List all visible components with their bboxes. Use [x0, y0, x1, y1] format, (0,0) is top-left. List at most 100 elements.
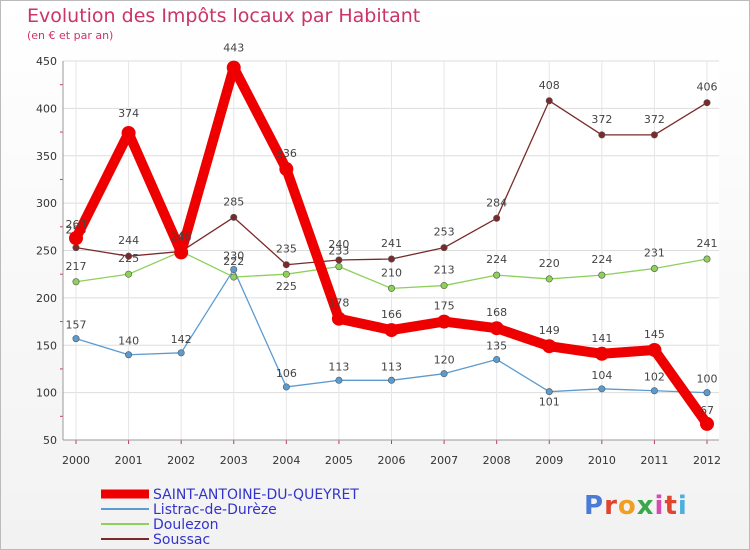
logo-letter: i	[654, 491, 665, 521]
data-label: 213	[434, 264, 455, 277]
y-tick-label: 350	[36, 150, 57, 163]
data-point	[493, 271, 501, 279]
logo-letter: P	[584, 491, 605, 521]
data-point	[125, 270, 133, 278]
data-label: 263	[66, 218, 87, 231]
data-point	[647, 342, 662, 357]
data-label: 141	[591, 332, 612, 345]
data-label: 145	[644, 328, 665, 341]
data-label: 178	[328, 297, 349, 310]
logo-letter: r	[604, 491, 618, 521]
data-point	[703, 99, 711, 107]
data-point	[282, 261, 290, 269]
data-label: 240	[328, 238, 349, 251]
data-point	[282, 383, 290, 391]
data-point	[703, 389, 711, 397]
data-point	[174, 245, 189, 260]
x-tick-label: 2011	[640, 454, 668, 467]
data-label: 168	[486, 306, 507, 319]
x-tick-label: 2004	[272, 454, 300, 467]
y-tick-label: 100	[36, 387, 57, 400]
legend-label: Doulezon	[153, 517, 219, 533]
data-label: 374	[118, 107, 139, 120]
y-tick-label: 300	[36, 197, 57, 210]
data-label: 372	[591, 113, 612, 126]
proxiti-logo: Proxiti	[584, 491, 688, 521]
data-point	[703, 255, 711, 263]
data-point	[125, 252, 133, 260]
legend-label: Listrac-de-Durèze	[153, 502, 277, 518]
data-point	[384, 323, 399, 338]
data-point	[230, 213, 238, 221]
data-label: 336	[276, 147, 297, 160]
data-point	[598, 131, 606, 139]
data-label: 149	[539, 324, 560, 337]
logo-letter: o	[617, 491, 637, 521]
logo-letter: i	[677, 491, 688, 521]
data-label: 210	[381, 266, 402, 279]
data-point	[440, 244, 448, 252]
data-point	[545, 275, 553, 283]
data-point	[542, 339, 557, 354]
data-label: 100	[697, 373, 718, 386]
data-label: 222	[223, 255, 244, 268]
logo-letter: t	[664, 491, 678, 521]
data-point	[226, 60, 241, 75]
data-point	[72, 244, 80, 252]
data-label: 231	[644, 247, 665, 260]
data-label: 157	[66, 319, 87, 332]
data-point	[125, 351, 133, 359]
x-tick-label: 2006	[378, 454, 406, 467]
x-tick-label: 2008	[483, 454, 511, 467]
data-label: 225	[276, 280, 297, 293]
data-label: 244	[118, 234, 139, 247]
y-tick-label: 250	[36, 245, 57, 258]
data-label: 233	[328, 245, 349, 258]
data-point	[440, 282, 448, 290]
data-point	[230, 265, 238, 273]
data-point	[598, 271, 606, 279]
data-label: 241	[697, 237, 718, 250]
data-point	[440, 370, 448, 378]
data-label: 140	[118, 335, 139, 348]
data-label: 248	[171, 230, 192, 243]
x-tick-label: 2009	[535, 454, 563, 467]
data-point	[387, 376, 395, 384]
y-tick-label: 200	[36, 292, 57, 305]
data-label: 142	[171, 333, 192, 346]
y-tick-label: 450	[36, 55, 57, 68]
x-tick-label: 2001	[115, 454, 143, 467]
data-label: 285	[223, 195, 244, 208]
data-label: 406	[697, 81, 718, 94]
x-tick-label: 2002	[167, 454, 195, 467]
y-tick-label: 150	[36, 339, 57, 352]
data-label: 217	[66, 260, 87, 273]
data-label: 104	[591, 369, 612, 382]
data-point	[72, 278, 80, 286]
data-label: 113	[381, 360, 402, 373]
chart-title: Evolution des Impôts locaux par Habitant	[27, 5, 421, 27]
data-label: 101	[539, 396, 560, 409]
data-point	[650, 131, 658, 139]
chart-subtitle: (en € et par an)	[27, 29, 114, 42]
data-point	[72, 335, 80, 343]
data-label: 102	[644, 371, 665, 384]
data-label: 284	[486, 196, 507, 209]
data-label: 235	[276, 243, 297, 256]
data-point	[335, 256, 343, 264]
data-label: 175	[434, 300, 455, 313]
data-point	[387, 284, 395, 292]
data-point	[282, 270, 290, 278]
data-label: 113	[328, 360, 349, 373]
y-tick-label: 400	[36, 102, 57, 115]
data-label: 253	[434, 226, 455, 239]
data-point	[650, 265, 658, 273]
data-point	[650, 387, 658, 395]
y-tick-label: 50	[43, 434, 57, 447]
x-tick-label: 2005	[325, 454, 353, 467]
legend-label: SAINT-ANTOINE-DU-QUEYRET	[153, 487, 359, 503]
x-tick-label: 2010	[588, 454, 616, 467]
data-point	[493, 355, 501, 363]
